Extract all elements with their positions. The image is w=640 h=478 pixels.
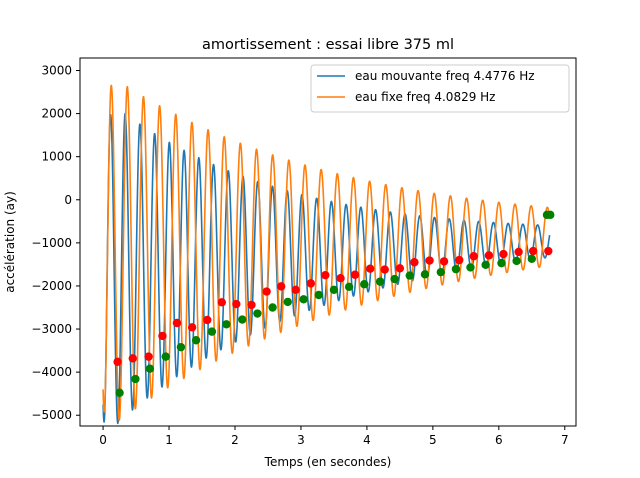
marker-point xyxy=(544,246,553,256)
marker-point xyxy=(329,285,339,295)
marker-point xyxy=(238,315,247,324)
marker-point xyxy=(207,327,217,336)
marker-point xyxy=(481,260,490,270)
marker-point xyxy=(380,265,389,274)
marker-point xyxy=(144,352,153,361)
marker-point xyxy=(291,285,300,295)
marker-point xyxy=(451,264,461,274)
marker-point xyxy=(314,290,323,300)
y-tick-label: 1000 xyxy=(41,150,72,164)
y-axis-label: accélération (ay) xyxy=(3,191,17,293)
marker-point xyxy=(128,354,137,363)
axes-frame xyxy=(79,57,577,427)
y-tick-label: 0 xyxy=(64,193,72,207)
x-tick-label: 4 xyxy=(363,433,371,447)
marker-point xyxy=(527,254,537,264)
marker-point xyxy=(172,318,182,328)
marker-point xyxy=(203,315,212,325)
marker-point xyxy=(232,299,241,309)
x-tick-label: 2 xyxy=(231,433,239,447)
marker-point xyxy=(299,295,308,304)
marker-point xyxy=(113,357,122,366)
marker-point xyxy=(439,257,449,266)
marker-point xyxy=(253,309,262,318)
marker-point xyxy=(405,271,414,280)
marker-point xyxy=(145,364,155,373)
marker-point xyxy=(395,264,405,273)
marker-point xyxy=(484,251,494,260)
marker-point xyxy=(217,298,227,307)
marker-point xyxy=(366,264,375,273)
x-tick-label: 7 xyxy=(561,433,569,447)
y-tick-label: −4000 xyxy=(31,365,72,379)
marker-point xyxy=(375,277,385,286)
marker-point xyxy=(497,258,506,268)
marker-point xyxy=(390,274,399,284)
marker-point xyxy=(191,336,201,345)
marker-point xyxy=(222,320,231,329)
x-tick-label: 1 xyxy=(165,433,173,447)
marker-point xyxy=(276,282,286,291)
plot-area: 0 1 2 3 4 5 6 7 −5000 −4000 −3000 −2000 −1000 0 1000 2… xyxy=(31,57,577,447)
marker-point xyxy=(499,249,508,259)
chart-title: amortissement : essai libre 375 ml xyxy=(202,37,454,53)
y-tick-label: 3000 xyxy=(41,63,72,77)
marker-point xyxy=(176,342,186,352)
y-tick-label: −2000 xyxy=(31,279,72,293)
marker-point xyxy=(115,388,124,398)
legend: eau mouvante freq 4.4776 Hz eau fixe fre… xyxy=(310,64,570,113)
y-axis-ticks: −5000 −4000 −3000 −2000 −1000 0 1000 2000 3000 xyxy=(31,63,80,422)
x-axis-ticks: 0 1 2 3 4 5 6 7 xyxy=(99,426,569,447)
marker-point xyxy=(350,270,360,279)
marker-point xyxy=(306,279,316,288)
marker-point xyxy=(262,287,271,296)
legend-label-eau-mouvante: eau mouvante freq 4.4776 Hz xyxy=(355,69,535,83)
marker-point xyxy=(283,297,292,307)
marker-point xyxy=(344,282,354,292)
legend-label-eau-fixe: eau fixe freq 4.0829 Hz xyxy=(355,90,495,104)
marker-point xyxy=(158,331,167,341)
y-tick-label: −5000 xyxy=(31,408,72,422)
x-tick-label: 0 xyxy=(99,433,107,447)
y-tick-label: −3000 xyxy=(31,322,72,336)
marker-point xyxy=(455,255,464,265)
marker-point xyxy=(528,246,538,256)
marker-point xyxy=(436,267,445,277)
marker-point xyxy=(360,280,369,289)
marker-point xyxy=(469,252,478,261)
x-tick-label: 5 xyxy=(429,433,437,447)
marker-point xyxy=(247,300,256,310)
marker-point xyxy=(466,263,475,272)
marker-layer xyxy=(113,210,555,398)
x-tick-label: 3 xyxy=(297,433,305,447)
marker-point xyxy=(546,210,555,220)
y-tick-label: 2000 xyxy=(41,107,72,121)
marker-point xyxy=(131,374,140,384)
y-tick-label: −1000 xyxy=(31,236,72,250)
marker-point xyxy=(187,323,197,332)
x-axis-label: Temps (en secondes) xyxy=(264,455,392,469)
marker-point xyxy=(425,256,434,265)
marker-point xyxy=(268,303,277,312)
marker-point xyxy=(420,270,430,279)
marker-point xyxy=(410,258,419,267)
marker-point xyxy=(512,256,521,266)
legend-frame xyxy=(310,64,570,113)
x-tick-label: 6 xyxy=(495,433,503,447)
marker-point xyxy=(161,352,170,361)
marker-point xyxy=(336,273,345,283)
marker-point xyxy=(514,247,523,257)
marker-point xyxy=(321,270,330,280)
